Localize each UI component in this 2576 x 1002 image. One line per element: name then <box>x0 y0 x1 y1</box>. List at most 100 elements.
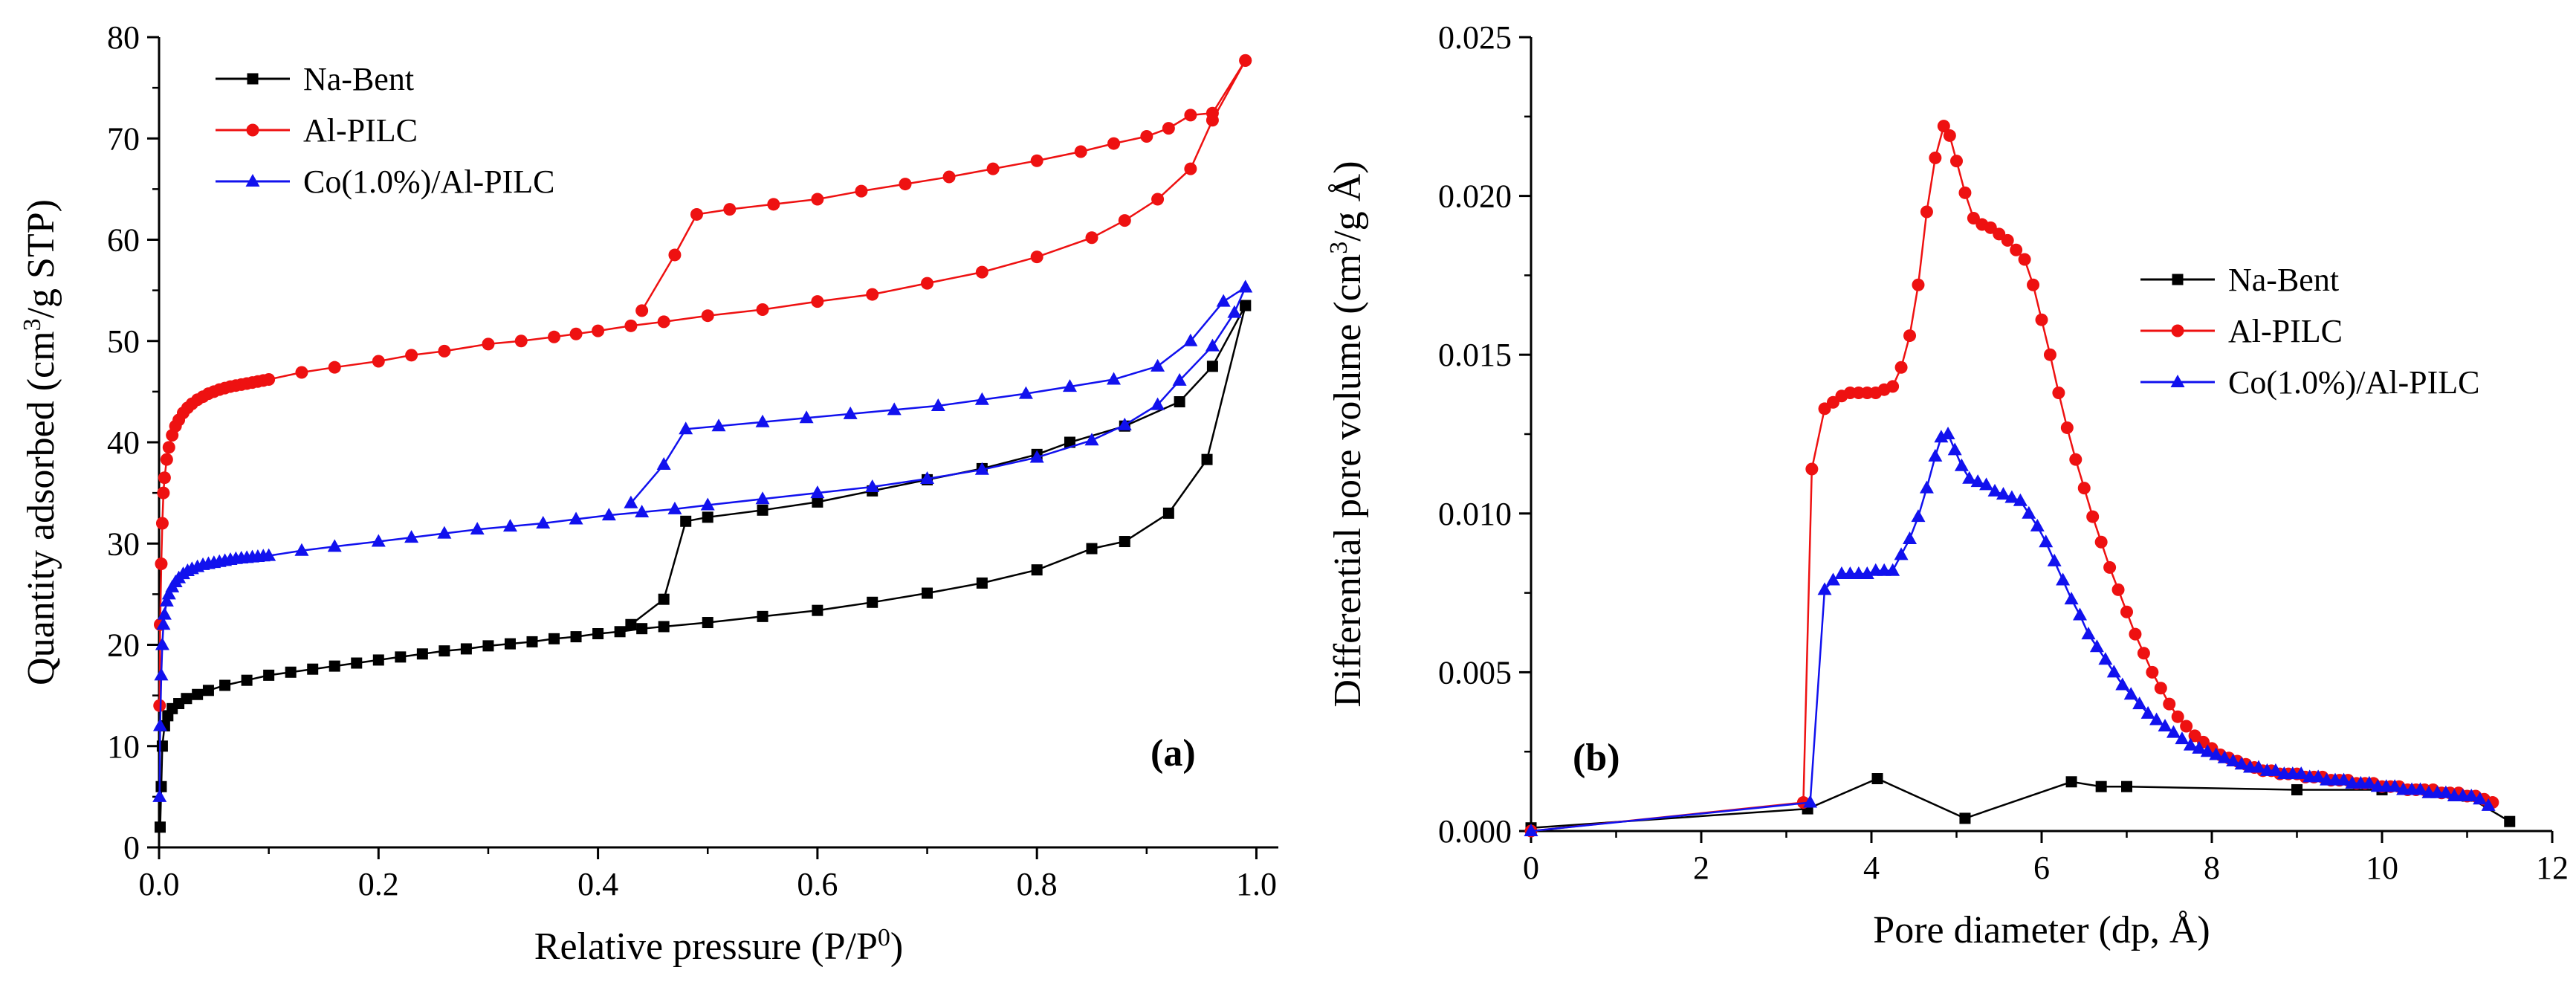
y-tick-label: 60 <box>107 222 140 259</box>
data-point <box>657 315 670 329</box>
data-point <box>2081 627 2096 640</box>
data-point <box>1929 151 1942 164</box>
y-tick-label: 0.020 <box>1438 178 1512 215</box>
data-point <box>2121 780 2132 792</box>
data-point <box>2098 652 2113 665</box>
x-tick-label: 4 <box>1863 850 1880 886</box>
data-point <box>867 596 878 608</box>
x-tick-label: 8 <box>2204 850 2220 886</box>
data-point <box>690 207 703 221</box>
data-point <box>2154 682 2167 695</box>
data-point <box>767 198 780 211</box>
data-point <box>1084 433 1099 446</box>
data-point <box>1064 436 1075 448</box>
data-point <box>1183 333 1198 346</box>
data-point <box>1937 120 1950 133</box>
data-point <box>2035 313 2048 326</box>
series-line-desorption <box>630 286 1246 504</box>
data-point <box>2086 510 2100 523</box>
data-point <box>1860 566 1874 579</box>
y-tick-label: 0.025 <box>1438 19 1512 56</box>
data-point <box>1871 773 1883 785</box>
data-point <box>1140 130 1153 143</box>
data-point <box>1894 361 1908 374</box>
panel-a-isotherm-chart: 0.0 0.2 0.4 0.6 0.8 1.0 0 10 20 30 40 50 60 70 80 Relat… <box>19 19 1278 968</box>
data-point <box>1172 372 1187 386</box>
data-point <box>1941 427 1955 439</box>
data-point <box>1970 474 1985 488</box>
data-point <box>1018 386 1033 399</box>
data-point <box>922 587 933 599</box>
series-co-1-0-al-pilc <box>1524 427 2496 836</box>
data-point <box>1903 531 1918 544</box>
data-point <box>866 288 879 301</box>
y-tick-label: 30 <box>107 526 140 562</box>
data-point <box>395 651 407 663</box>
data-point <box>702 511 713 523</box>
data-point <box>156 740 168 752</box>
data-point <box>327 539 342 552</box>
data-point <box>285 666 297 678</box>
y-tick-label: 0.005 <box>1438 654 1512 691</box>
data-point <box>2132 696 2147 710</box>
data-point <box>974 462 989 475</box>
data-point <box>1239 54 1252 67</box>
data-point <box>1943 129 1956 142</box>
y-tick-label: 10 <box>107 728 140 765</box>
data-point <box>1996 487 2010 500</box>
data-point <box>2111 583 2125 596</box>
data-point <box>668 248 682 262</box>
data-point <box>1934 430 1949 443</box>
data-point <box>1206 361 1218 372</box>
data-point <box>1805 462 1819 476</box>
data-point <box>2069 453 2083 466</box>
series-na-bent <box>154 300 1252 833</box>
data-point <box>154 821 166 833</box>
data-point <box>1174 396 1185 407</box>
x-tick-label: 0.6 <box>797 866 838 902</box>
data-point <box>1911 509 1926 523</box>
data-point <box>1825 572 1840 586</box>
data-point <box>1162 507 1174 519</box>
data-point <box>625 618 637 630</box>
data-point <box>295 366 308 379</box>
data-point <box>700 497 715 511</box>
data-point <box>1031 564 1043 576</box>
x-tick-label: 1.0 <box>1236 866 1277 902</box>
data-point <box>1903 329 1917 343</box>
data-point <box>181 693 192 705</box>
x-tick-label: 0.8 <box>1017 866 1058 902</box>
data-point <box>635 304 649 317</box>
data-point <box>614 626 626 638</box>
legend: Na-Bent Al-PILC Co(1.0%)/Al-PILC <box>2140 262 2480 401</box>
data-point <box>526 636 538 647</box>
data-point <box>931 398 945 411</box>
data-point <box>158 471 171 485</box>
data-point <box>2158 719 2172 732</box>
data-point <box>755 414 770 427</box>
data-point <box>624 495 638 508</box>
data-point <box>2095 780 2107 792</box>
data-point <box>865 479 880 492</box>
y-tick-label: 50 <box>107 323 140 360</box>
legend-marker <box>2170 375 2185 387</box>
data-point <box>2387 779 2402 792</box>
data-point <box>1886 563 1900 576</box>
data-point <box>2137 647 2150 660</box>
legend-label: Na-Bent <box>303 61 414 97</box>
legend-marker <box>245 174 260 187</box>
y-tick-label: 0.015 <box>1438 337 1512 373</box>
data-point <box>1107 372 1122 385</box>
data-point <box>2200 744 2215 757</box>
data-point <box>1912 278 1925 291</box>
data-point <box>1117 417 1132 430</box>
data-point <box>592 628 604 640</box>
y-tick-label: 70 <box>107 120 140 157</box>
data-point <box>679 421 693 435</box>
data-point <box>656 456 671 470</box>
data-point <box>1107 137 1121 150</box>
series-al-pilc <box>1524 120 2499 838</box>
data-point <box>1184 109 1197 122</box>
data-point <box>262 373 276 387</box>
data-point <box>1062 379 1077 392</box>
